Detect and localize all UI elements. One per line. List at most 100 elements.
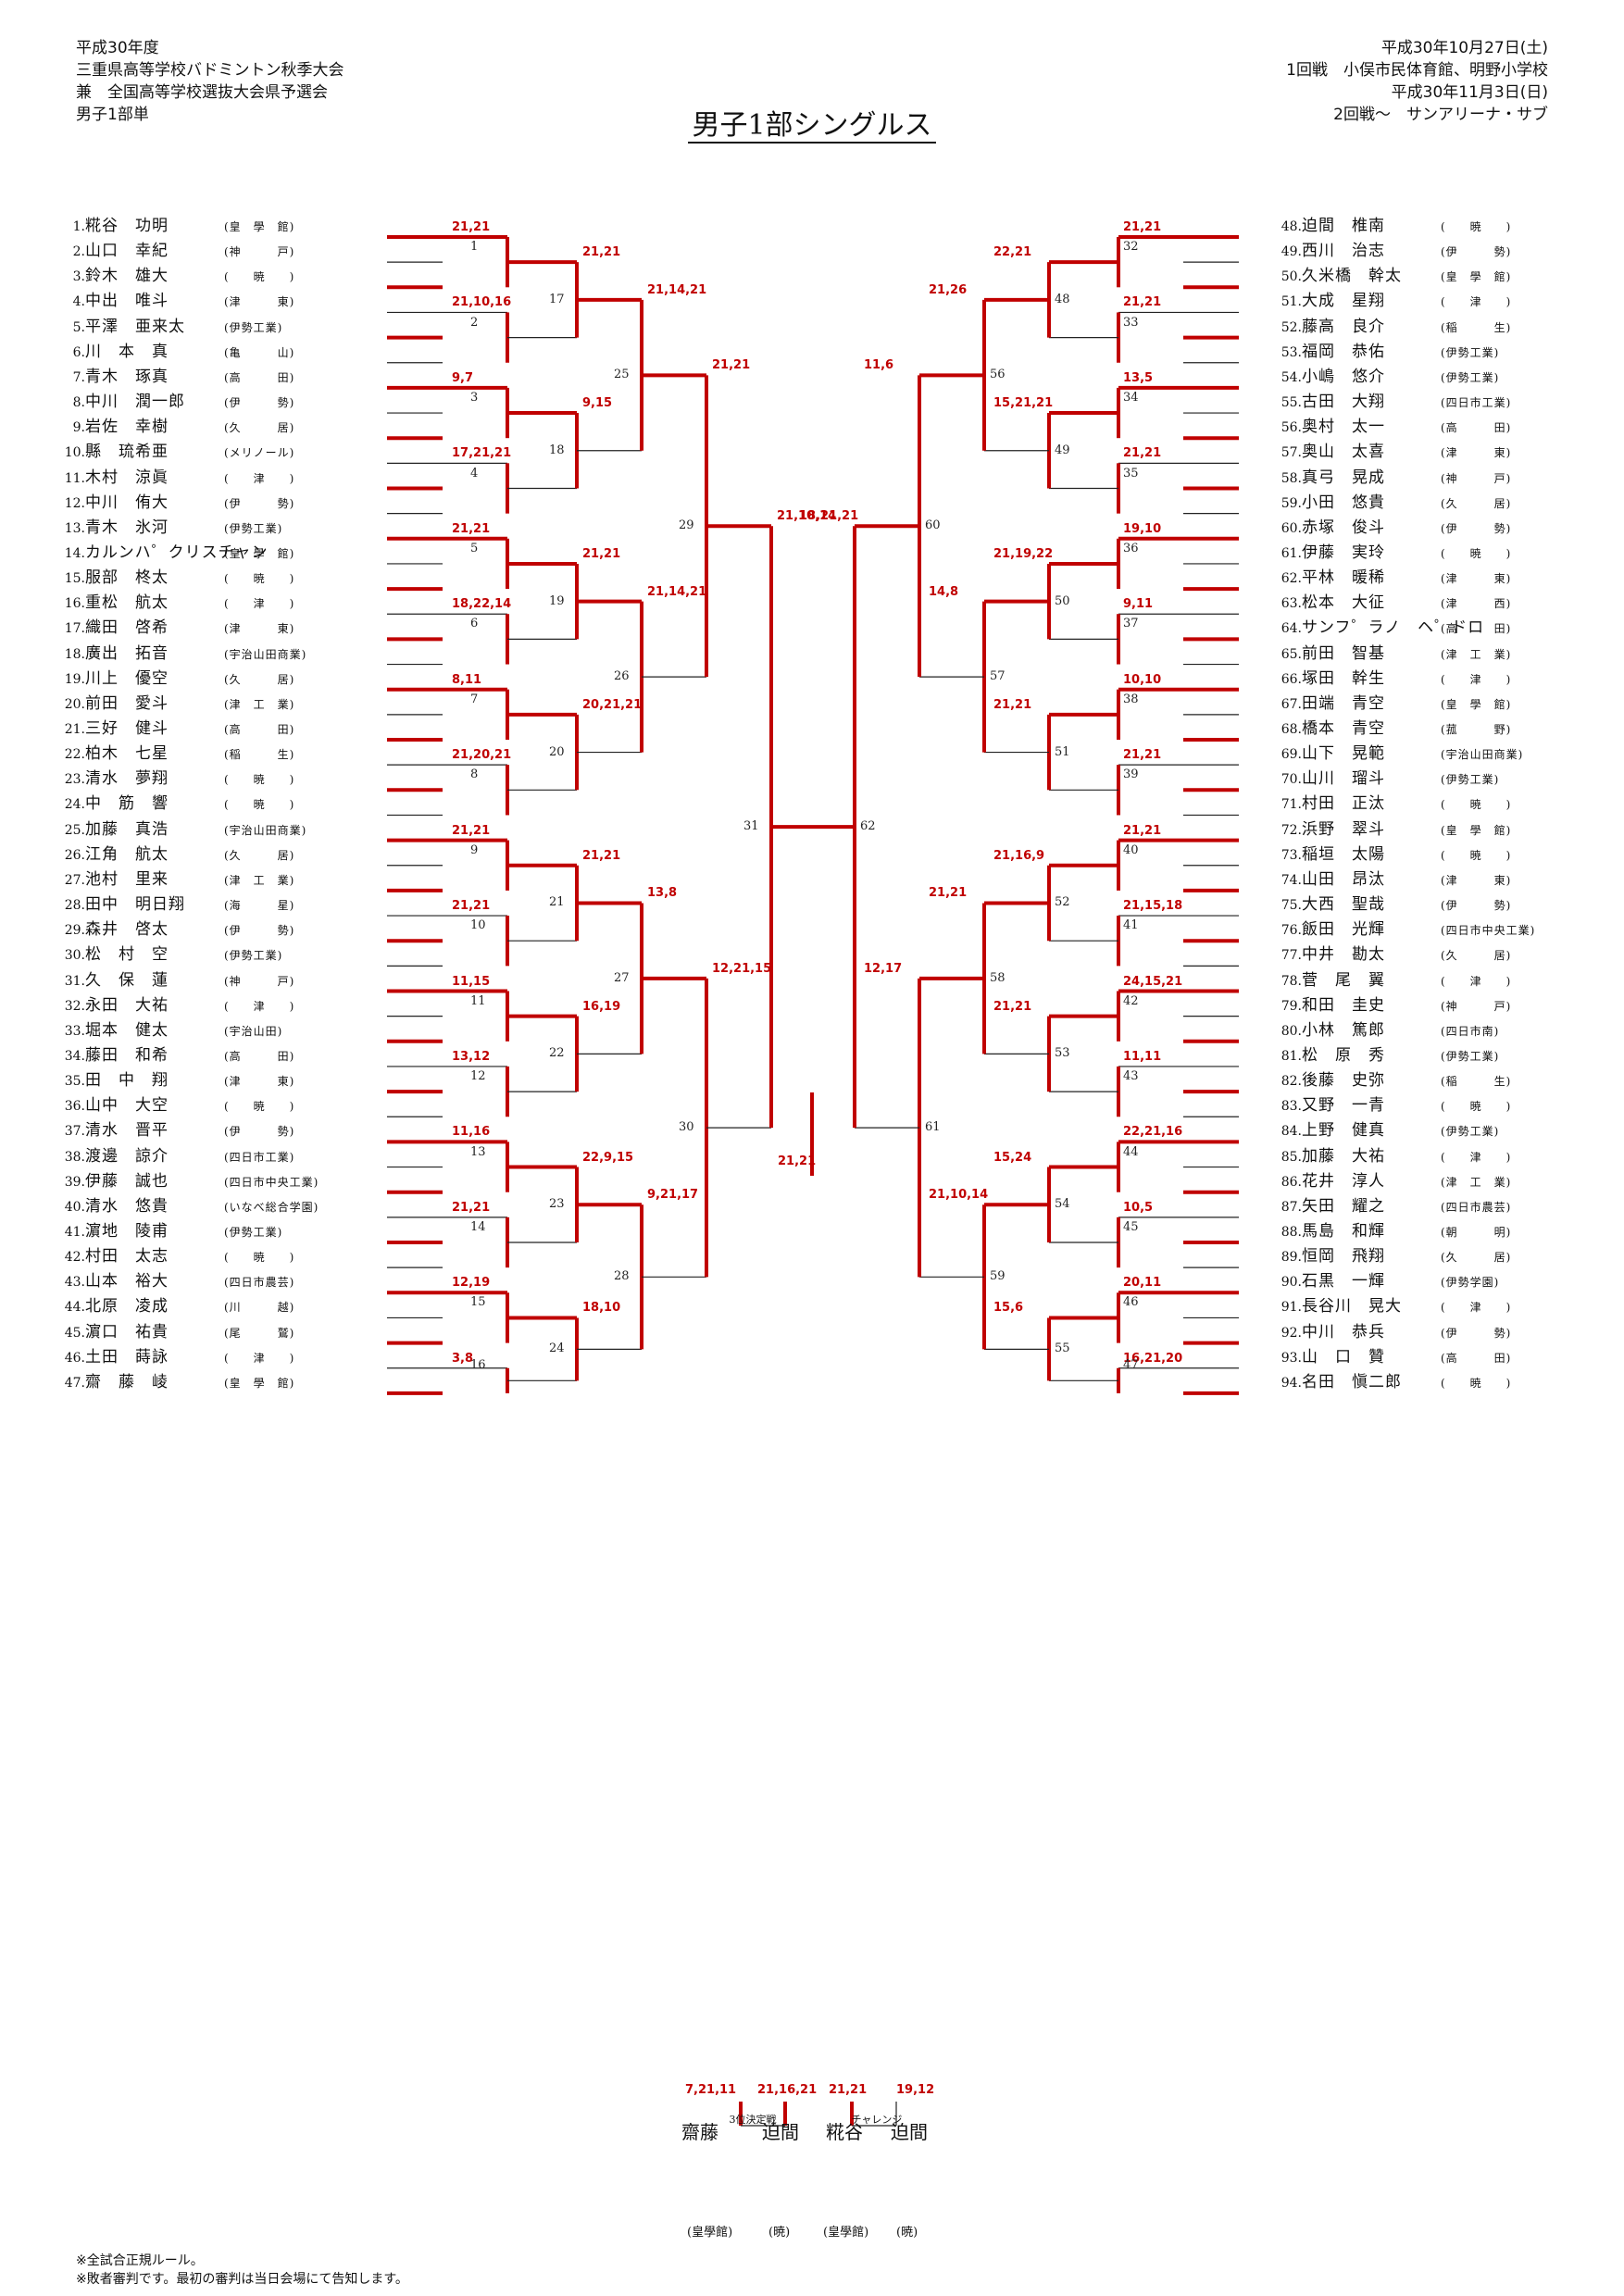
match-number: 57 <box>990 669 1006 684</box>
header-right-line: 平成30年10月27日(土) <box>1380 39 1548 57</box>
player-name: 服部 柊太 <box>85 568 169 588</box>
player-entry: 1.糀谷 功明 (皇 學 館) <box>44 215 391 237</box>
match-score: 21,21 <box>452 220 491 234</box>
match-score: 11,6 <box>864 358 894 373</box>
player-no: 33. <box>64 1023 85 1039</box>
player-no: 39. <box>64 1174 85 1190</box>
player-entry: 70.山川 瑠斗 (伊勢工業) <box>1261 767 1607 790</box>
player-name: 名田 愼二郎 <box>1302 1372 1402 1391</box>
player-entry: 61.伊藤 実玲 ( 暁 ) <box>1261 542 1607 564</box>
match-score: 11,15 <box>452 974 491 989</box>
player-name: 平林 暖稀 <box>1302 568 1385 588</box>
player-school: ( 津 ) <box>1441 295 1512 309</box>
player-name: 清水 夢翔 <box>85 769 169 789</box>
player-no: 77. <box>1280 948 1302 964</box>
player-no: 57. <box>1280 445 1302 461</box>
match-score: 21,10,16 <box>452 295 512 310</box>
player-no: 25. <box>64 822 85 838</box>
player-entry: 15.服部 柊太 ( 暁 ) <box>44 567 391 589</box>
player-entry: 7.青木 琢真 (高 田) <box>44 366 391 388</box>
match-number: 50 <box>1055 593 1070 608</box>
player-name: 廣出 拓音 <box>85 643 169 663</box>
player-name: 織田 啓希 <box>85 618 169 638</box>
player-school: (伊 勢) <box>1441 521 1512 535</box>
match-number: 13 <box>470 1144 486 1159</box>
player-name: 加藤 大祐 <box>1302 1146 1385 1166</box>
player-school: (いなべ総合学園) <box>224 1200 319 1214</box>
match-number: 48 <box>1055 292 1070 306</box>
page-title-text: 男子1部シングルス <box>688 109 936 144</box>
player-no: 13. <box>64 520 85 536</box>
header-right: 平成30年10月27日(土) 1回戦 小俣市民体育館、明野小学校 平成30年11… <box>1286 37 1548 126</box>
player-no: 53. <box>1280 344 1302 360</box>
header-left-line: 男子1部単 <box>76 106 149 124</box>
player-entry: 45.濵口 祐貴 (尾 鷲) <box>44 1321 391 1343</box>
player-school: ( 津 ) <box>224 1351 295 1365</box>
match-score: 22,9,15 <box>582 1150 634 1165</box>
player-no: 29. <box>64 923 85 939</box>
player-entry: 86.花井 淳人 (津 工 業) <box>1261 1170 1607 1192</box>
match-number: 9 <box>470 842 479 857</box>
player-school: (皇 學 館) <box>1441 823 1512 837</box>
player-entry: 73.稲垣 太陽 ( 暁 ) <box>1261 843 1607 866</box>
player-entry: 79.和田 圭史 (神 戸) <box>1261 994 1607 1017</box>
player-no: 14. <box>64 545 85 561</box>
player-no: 3. <box>72 269 85 285</box>
player-no: 84. <box>1280 1124 1302 1140</box>
match-number: 26 <box>614 669 630 684</box>
player-name: 前田 愛斗 <box>85 693 169 713</box>
player-entry: 71.村田 正汰 ( 暁 ) <box>1261 792 1607 815</box>
player-no: 10. <box>64 445 85 461</box>
player-name: 堀本 健太 <box>85 1020 169 1040</box>
player-entry: 44.北原 凌成 (川 越) <box>44 1295 391 1317</box>
player-entry: 52.藤高 良介 (稲 生) <box>1261 316 1607 338</box>
match-number: 25 <box>614 368 630 382</box>
match-number: 40 <box>1123 842 1139 857</box>
player-name: 稲垣 太陽 <box>1302 844 1385 864</box>
player-name: 矢田 耀之 <box>1302 1196 1385 1216</box>
player-name: 長谷川 晃大 <box>1302 1297 1402 1316</box>
final-name-4: 迫間 <box>891 2121 928 2143</box>
player-school: (伊 勢) <box>224 924 295 938</box>
match-score: 12,17 <box>864 961 903 976</box>
player-school: (四日市工業) <box>1441 396 1512 410</box>
player-entry: 19.川上 優空 (久 居) <box>44 668 391 690</box>
player-entry: 6.川 本 真 (亀 山) <box>44 341 391 363</box>
match-score: 20,21,21 <box>582 697 643 712</box>
player-name: 永田 大祐 <box>85 995 169 1015</box>
player-school: (津 工 業) <box>1441 1175 1512 1189</box>
player-entry: 60.赤塚 俊斗 (伊 勢) <box>1261 517 1607 539</box>
match-number: 21 <box>549 895 565 910</box>
match-score: 14,8 <box>929 584 959 599</box>
player-name: 江角 航太 <box>85 844 169 864</box>
player-name: 塚田 幹生 <box>1302 668 1385 688</box>
player-name: 又野 一青 <box>1302 1096 1385 1116</box>
match-number: 7 <box>470 692 479 706</box>
player-school: ( 津 ) <box>224 597 295 611</box>
player-name: 糀谷 功明 <box>85 217 169 235</box>
match-number: 54 <box>1055 1197 1070 1212</box>
player-entry: 16.重松 航太 ( 津 ) <box>44 592 391 614</box>
player-name: 田 中 翔 <box>85 1071 169 1091</box>
challenge-score-2: 19,12 <box>896 2083 935 2097</box>
match-score: 19,10 <box>1123 521 1162 536</box>
player-school: (四日市南) <box>1441 1024 1500 1038</box>
player-name: 青木 琢真 <box>85 367 169 386</box>
match-number: 36 <box>1123 541 1139 555</box>
player-no: 46. <box>64 1350 85 1366</box>
match-score: 22,21,16 <box>1123 1125 1183 1140</box>
player-no: 76. <box>1280 923 1302 939</box>
match-number: 14 <box>470 1220 486 1234</box>
player-no: 68. <box>1280 722 1302 737</box>
player-no: 63. <box>1280 596 1302 612</box>
player-no: 1. <box>72 219 85 234</box>
player-entry: 14.カルンハ゜クリスチャン(皇 學 館) <box>44 542 391 564</box>
player-school: ( 暁 ) <box>1441 546 1512 560</box>
player-school: ( 暁 ) <box>1441 220 1512 233</box>
player-school: (津 東) <box>224 295 295 309</box>
player-entry: 81.松 原 秀 (伊勢工業) <box>1261 1044 1607 1067</box>
player-school: (津 工 業) <box>224 873 295 887</box>
final-name-2: 迫間 <box>762 2121 799 2143</box>
player-school: (伊 勢) <box>1441 899 1512 913</box>
player-name: 大西 聖哉 <box>1302 895 1385 915</box>
